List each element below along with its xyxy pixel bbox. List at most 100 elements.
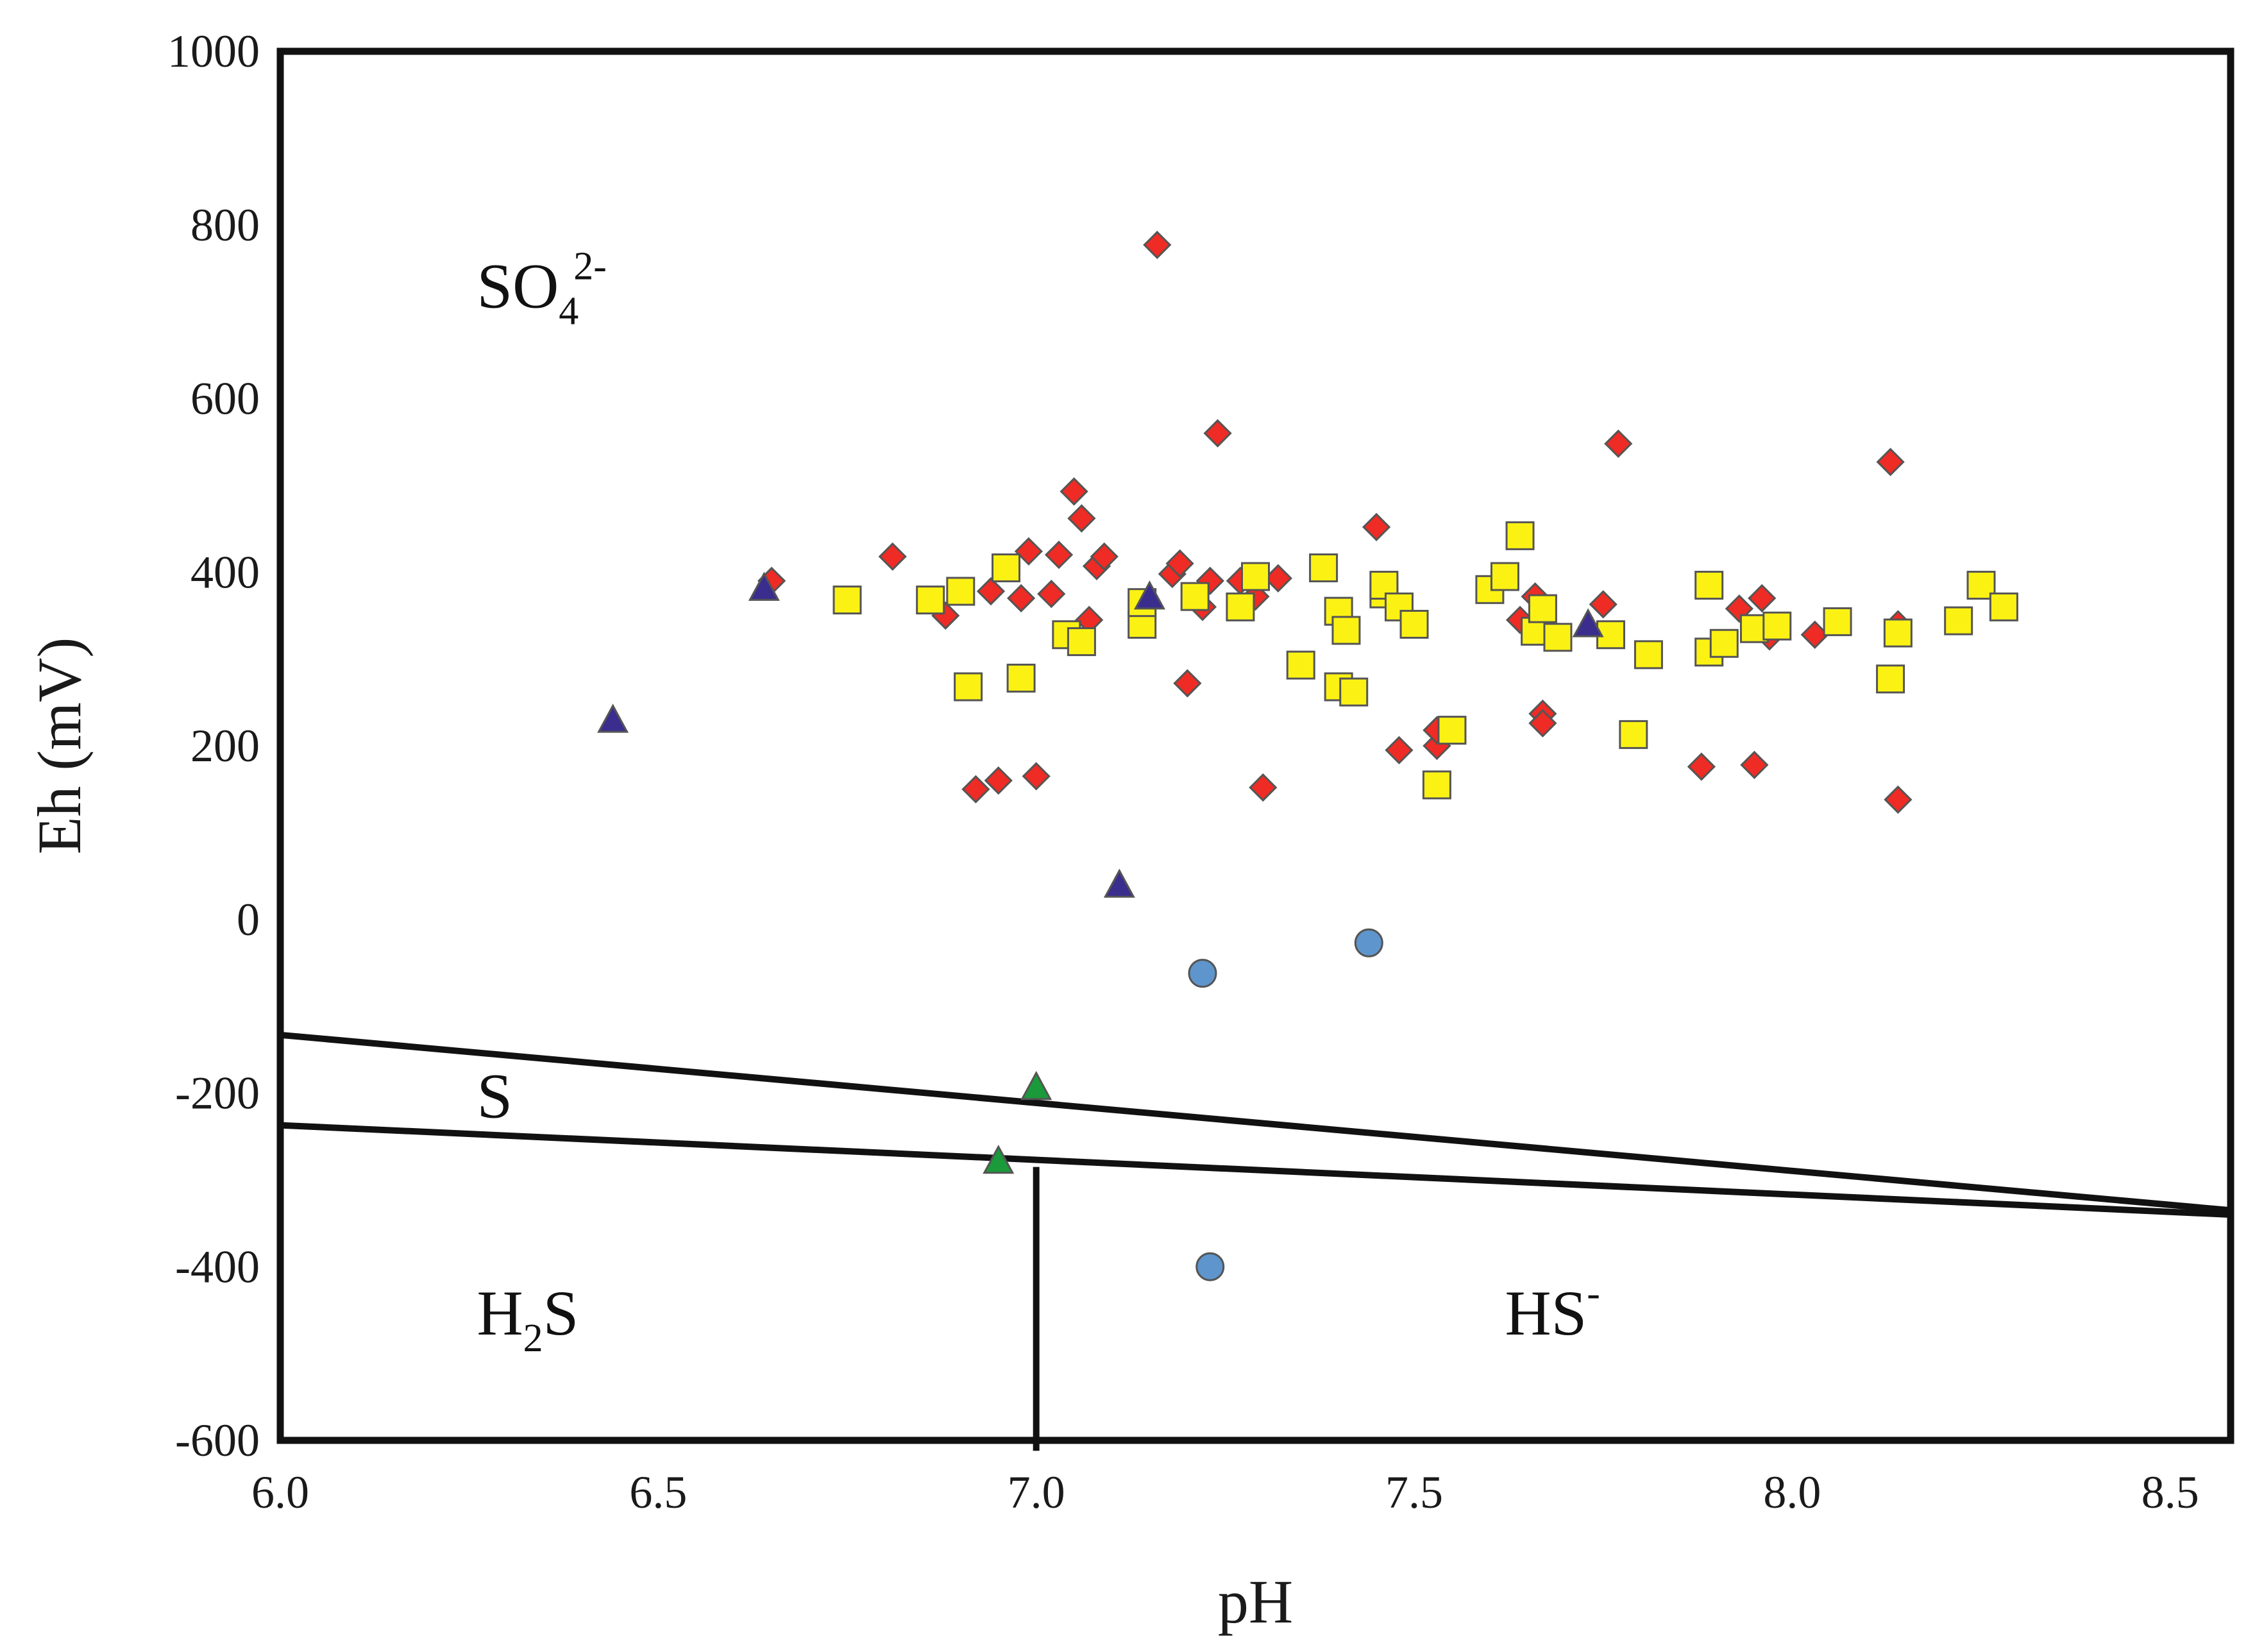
diamond-point	[1362, 512, 1391, 541]
square-point	[1989, 592, 2018, 621]
diamond-point	[1060, 477, 1088, 506]
square-point	[1876, 664, 1905, 694]
x-tick-label: 7.5	[1385, 1467, 1443, 1518]
square-point	[1619, 720, 1648, 749]
y-tick-label: 400	[190, 546, 260, 598]
y-axis-ticks: 1000 800 600 400 200 0 -200 -400 -600	[167, 26, 260, 1466]
region-label-hs: HS-	[1505, 1272, 1600, 1349]
region-label-base: S	[477, 1060, 512, 1131]
region-label-base: SO	[477, 250, 559, 321]
y-axis-title: Eh (mV)	[25, 637, 94, 855]
diamond-point	[1249, 773, 1278, 802]
region-label-subscript: 2	[523, 1317, 543, 1360]
triangle-point	[597, 704, 629, 733]
diamond-point	[1876, 448, 1905, 476]
square-point	[1883, 618, 1913, 648]
region-label-rest: S	[543, 1277, 579, 1349]
region-label-h2s: H2S	[477, 1277, 579, 1360]
square-point	[1006, 663, 1036, 693]
x-axis-ticks: 6.0 6.5 7.0 7.5 8.0 8.5	[251, 1467, 2199, 1518]
square-point	[1543, 623, 1573, 652]
square-point	[1490, 562, 1519, 591]
diamond-point	[1090, 542, 1119, 571]
square-point	[916, 586, 945, 615]
diamond-point	[1022, 762, 1051, 791]
y-tick-label: 800	[190, 199, 260, 251]
circle-point	[1354, 928, 1383, 957]
diamond-point	[984, 766, 1013, 795]
square-point	[1331, 616, 1361, 645]
x-tick-label: 6.5	[629, 1467, 687, 1518]
square-point	[1634, 640, 1663, 670]
diamond-point	[1037, 579, 1066, 609]
region-label-s: S	[477, 1060, 512, 1131]
square-point	[1694, 571, 1724, 600]
diamond-point	[878, 542, 907, 571]
diamond-point	[1173, 669, 1202, 698]
data-markers	[597, 230, 2018, 1281]
square-point	[1226, 592, 1255, 621]
diamond-point	[961, 775, 990, 804]
square-point	[1422, 770, 1451, 800]
square-point	[1286, 650, 1315, 680]
diamond-point	[1385, 736, 1414, 764]
y-tick-label: 200	[190, 720, 260, 771]
diamond-point	[1006, 584, 1036, 612]
triangle-point	[1572, 608, 1604, 637]
diamond-point	[1165, 549, 1194, 578]
square-point	[1067, 627, 1096, 657]
triangle-point	[748, 571, 780, 601]
region-label-base: H	[477, 1277, 523, 1349]
y-tick-label: 1000	[167, 26, 260, 77]
diamond-point	[1604, 429, 1633, 459]
square-point	[992, 553, 1021, 582]
circle-point	[1188, 959, 1217, 988]
square-point	[1823, 607, 1852, 636]
diamond-point	[1528, 709, 1557, 738]
square-point	[1437, 716, 1467, 745]
diamond-point	[1687, 752, 1716, 781]
square-point	[1709, 628, 1739, 658]
region-label-so4: SO42-	[477, 244, 607, 333]
square-point	[1505, 521, 1535, 550]
diamond-point	[1748, 584, 1777, 612]
square-point	[1399, 609, 1429, 639]
region-label-base: HS	[1505, 1277, 1587, 1349]
square-point	[946, 577, 975, 606]
y-tick-label: -200	[175, 1068, 260, 1119]
square-point	[1944, 606, 1973, 636]
diamond-point	[1143, 230, 1172, 260]
y-tick-label: 600	[190, 373, 260, 425]
triangle-point	[983, 1144, 1015, 1174]
y-tick-label: -400	[175, 1241, 260, 1292]
diamond-point	[1014, 537, 1043, 566]
diamond-point	[1067, 504, 1096, 533]
diamond-point	[1203, 419, 1232, 448]
boundary-line-2	[280, 1122, 2231, 1218]
triangle-point	[1020, 1070, 1052, 1100]
diamond-point	[1884, 785, 1913, 814]
triangle-point	[1103, 868, 1135, 898]
diamond-point	[1589, 590, 1617, 619]
plot-frame	[276, 47, 2234, 1444]
square-point	[1762, 611, 1792, 641]
x-tick-label: 8.0	[1763, 1467, 1821, 1518]
triangle-point	[1133, 580, 1166, 610]
boundary-line-1	[280, 1031, 2231, 1214]
y-tick-label: -600	[175, 1415, 260, 1466]
square-point	[954, 672, 983, 702]
square-point	[1339, 677, 1369, 707]
x-axis-title: pH	[1218, 1567, 1293, 1636]
y-tick-label: 0	[237, 894, 260, 945]
circle-point	[1195, 1252, 1225, 1281]
diamond-point	[1044, 541, 1074, 569]
x-tick-label: 6.0	[251, 1467, 309, 1518]
diamond-point	[1740, 750, 1769, 779]
square-point	[832, 586, 862, 615]
region-label-superscript: 2-	[573, 244, 607, 288]
square-point	[1180, 582, 1210, 611]
diamond-point	[976, 577, 1006, 606]
square-point	[1528, 594, 1557, 623]
